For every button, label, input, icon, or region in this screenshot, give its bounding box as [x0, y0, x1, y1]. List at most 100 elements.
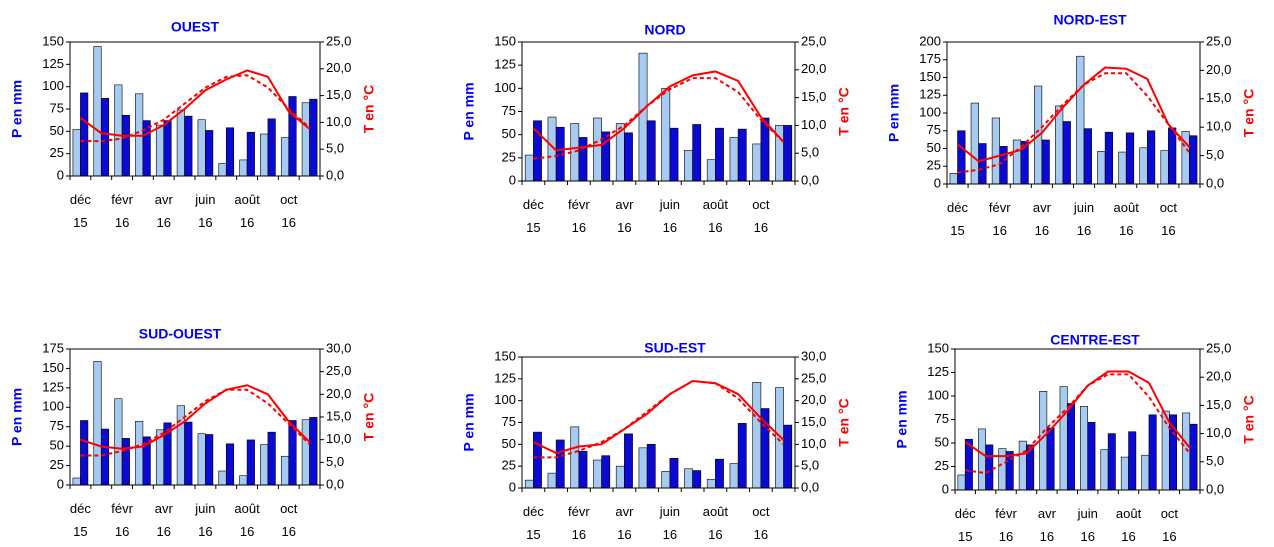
- x-tick-label: oct 16: [1160, 506, 1179, 544]
- bar: [1076, 55, 1085, 185]
- x-tick-label-box: août 16: [703, 197, 728, 235]
- x-tick-label-box: juin 16: [659, 197, 680, 235]
- bar: [706, 478, 716, 489]
- bar: [1059, 386, 1068, 491]
- chart-title: CENTRE-EST: [1050, 332, 1140, 348]
- bar: [1055, 105, 1064, 185]
- bar: [239, 159, 248, 177]
- x-tick-label-box: févr 16: [111, 192, 133, 230]
- y2-tick-label: 15,0: [1206, 90, 1231, 105]
- bar: [1080, 406, 1089, 491]
- bar: [1097, 151, 1106, 185]
- bar: [578, 137, 588, 182]
- bar: [555, 439, 565, 489]
- temperature-line: [79, 69, 311, 137]
- y-tick-label: 150: [927, 340, 949, 355]
- bar: [184, 115, 193, 177]
- y-tick-label: 75: [502, 103, 516, 118]
- x-tick-label: févr 16: [995, 506, 1017, 544]
- bar: [80, 420, 89, 486]
- y2-tick-label: 10,0: [326, 431, 351, 446]
- chart-title: SUD-EST: [644, 340, 706, 356]
- bar: [615, 465, 625, 489]
- bar: [1062, 121, 1071, 185]
- bar: [114, 84, 123, 177]
- x-tick-label: déc 15: [522, 197, 544, 235]
- y-axis-label: P en mm: [461, 393, 477, 451]
- bar: [1146, 130, 1156, 185]
- y2-tick-label: 25,0: [1206, 33, 1231, 48]
- bar: [533, 431, 542, 489]
- bar: [578, 451, 588, 489]
- x-tick-label-box: avr 16: [615, 197, 633, 235]
- x-tick-label: févr 16: [988, 200, 1011, 238]
- y-tick-label: 50: [502, 126, 516, 141]
- temperature-line: [80, 74, 311, 143]
- bar: [978, 143, 987, 185]
- x-tick-label-box: déc 15: [70, 192, 91, 230]
- y-tick-label: 0: [57, 476, 64, 491]
- bar: [524, 479, 534, 489]
- bar: [218, 470, 227, 486]
- x-tick-label: août 16: [1115, 506, 1142, 544]
- bar: [1139, 147, 1148, 185]
- y2-tick-label: 15,0: [801, 89, 826, 104]
- y2-tick-label: 0,0: [1206, 175, 1224, 190]
- y-tick-label: 50: [927, 140, 941, 155]
- bar: [684, 468, 693, 489]
- bar: [225, 127, 235, 177]
- x-tick-label-box: avr 16: [155, 501, 173, 539]
- x-tick-label: oct 16: [280, 192, 298, 230]
- bar: [239, 475, 248, 486]
- x-tick-label: août 16: [1113, 200, 1139, 238]
- bar: [970, 102, 979, 185]
- y2-tick-label: 15,0: [326, 408, 351, 423]
- x-tick-label: juin 16: [195, 501, 216, 539]
- bar: [267, 118, 276, 177]
- x-tick-label: avr 16: [154, 192, 173, 230]
- x-tick-label-box: oct 16: [1160, 506, 1179, 544]
- bar: [267, 431, 276, 486]
- y2-tick-label: 10,0: [326, 114, 351, 129]
- x-tick-label-box: déc 15: [947, 200, 968, 238]
- bar: [260, 133, 269, 177]
- x-tick-label: juin 16: [659, 197, 680, 235]
- y-tick-label: 75: [50, 418, 64, 433]
- y-axis-label: P en mm: [461, 82, 477, 140]
- bar: [638, 52, 648, 182]
- bar: [669, 458, 679, 489]
- bar: [1125, 132, 1135, 185]
- bar: [225, 443, 235, 486]
- y2-tick-label: 15,0: [801, 414, 826, 429]
- bar: [1141, 454, 1150, 491]
- y2-tick-label: 15,0: [326, 87, 351, 102]
- y2-axis-label: T en °C: [836, 398, 852, 446]
- y-tick-label: 100: [494, 80, 516, 95]
- y-tick-label: 100: [494, 392, 516, 407]
- bar: [1046, 427, 1055, 491]
- x-tick-label: déc 15: [522, 504, 544, 542]
- bar: [205, 434, 214, 486]
- x-tick-label: juin 16: [1077, 506, 1098, 544]
- bar: [1182, 412, 1191, 491]
- bar: [1128, 431, 1137, 491]
- y2-tick-label: 0,0: [801, 172, 819, 187]
- bar: [593, 459, 602, 489]
- y2-tick-label: 0,0: [326, 167, 344, 182]
- y2-tick-label: 25,0: [326, 33, 351, 48]
- bar: [570, 123, 580, 182]
- bar: [1160, 150, 1169, 185]
- chart-title: SUD-OUEST: [139, 326, 222, 342]
- bar: [121, 114, 130, 177]
- bar: [1087, 422, 1096, 491]
- y2-tick-label: 10,0: [801, 117, 826, 132]
- y-tick-label: 0: [57, 167, 64, 182]
- x-tick-label: oct 16: [280, 501, 298, 539]
- bar: [1066, 403, 1075, 491]
- y-tick-label: 125: [42, 56, 64, 71]
- y2-tick-label: 20,0: [801, 61, 826, 76]
- bar: [280, 455, 290, 486]
- x-tick-label-box: févr 16: [568, 197, 590, 235]
- bar: [624, 132, 633, 182]
